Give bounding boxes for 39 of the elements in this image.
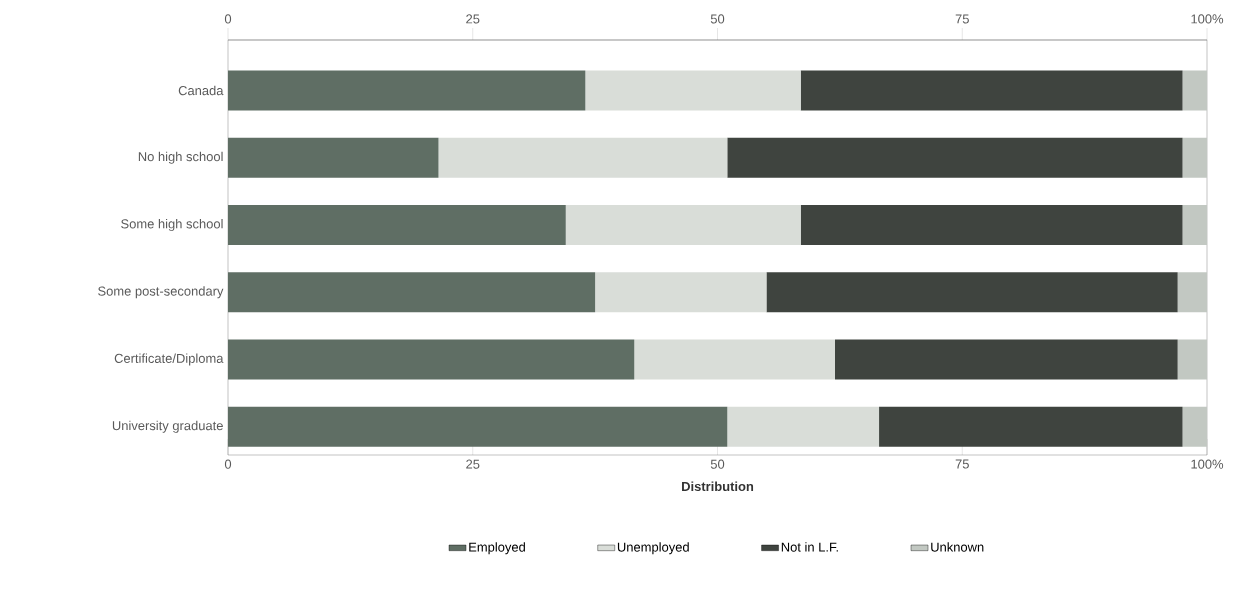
y-tick-label: University graduate (112, 420, 223, 433)
bar (1182, 70, 1208, 111)
bar (1182, 406, 1208, 447)
legend-label: Unknown (931, 542, 984, 552)
x2-tick-label: 75 (955, 14, 969, 24)
bar (1177, 272, 1208, 313)
y-tick-label: No high school (138, 151, 223, 164)
bar (565, 204, 801, 245)
x-tick-label: 75 (955, 459, 969, 469)
legend-label: Not in L.F. (781, 542, 838, 552)
legend-label: Employed (469, 542, 525, 555)
y-tick-label: Some post-secondary (98, 286, 224, 299)
y-tick-label: Canada (178, 85, 224, 96)
x-axis-title: Distribution (682, 481, 754, 492)
bar (766, 272, 1178, 313)
bar (800, 204, 1183, 245)
bar (834, 339, 1178, 380)
bar (1182, 204, 1208, 245)
bar (879, 406, 1183, 447)
x2-tick-label: 25 (466, 14, 480, 24)
bar (438, 137, 728, 178)
x2-tick-label: 100% (1191, 14, 1224, 24)
x2-tick-label: 0 (224, 14, 232, 24)
x2-tick-label: 50 (710, 14, 725, 24)
bar (727, 406, 880, 447)
bar (595, 272, 767, 313)
bar (1182, 137, 1208, 178)
x-tick-label: 0 (224, 459, 232, 469)
y-tick-label: Some high school (121, 218, 223, 232)
bar (800, 70, 1183, 111)
y-tick-label: Certificate/Diploma (114, 353, 224, 366)
bar (585, 70, 801, 111)
legend-label: Unemployed (617, 542, 689, 555)
x-tick-label: 25 (466, 459, 480, 469)
x-tick-label: 50 (710, 459, 725, 469)
x-tick-label: 100% (1191, 459, 1224, 469)
bar (727, 137, 1183, 178)
bar (634, 339, 835, 380)
bar (1177, 339, 1208, 380)
